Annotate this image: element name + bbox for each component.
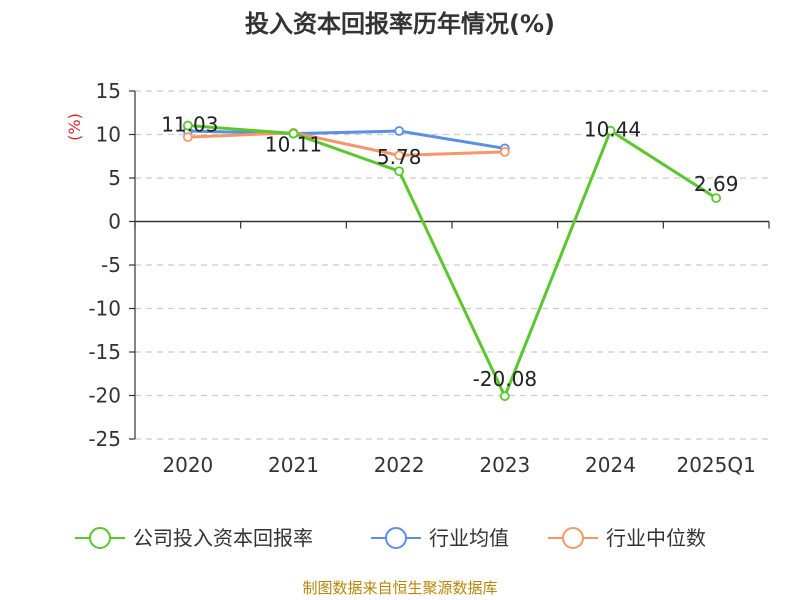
series-line [187,124,717,398]
data-labels: 11.03 10.11 5.78 -20.08 10.44 2.69 [161,113,738,392]
data-label: 10.44 [584,118,641,142]
legend-label: 行业均值 [429,526,509,550]
data-point [394,126,405,136]
axes [129,90,770,440]
series-line [187,131,505,157]
y-tick-label: -15 [88,340,121,364]
data-point [499,146,510,157]
data-label: 2.69 [694,172,739,196]
x-tick-label: 2021 [268,453,319,477]
y-tick-label: -25 [88,427,121,451]
legend-item-2: 行业中位数 [548,526,706,550]
legend-label: 公司投入资本回报率 [133,526,313,550]
data-point [394,166,405,177]
y-axis-label: (%) [65,113,84,141]
data-label: 5.78 [377,145,422,169]
data-point [182,132,193,143]
y-tick-label: 5 [108,166,121,190]
y-tick-labels: 15 10 5 0 -5 -10 -15 -20 -25 [88,79,121,451]
series-1 [182,126,510,154]
legend: 公司投入资本回报率 行业均值 行业中位数 [75,526,706,550]
series-0 [182,120,722,402]
legend-marker [562,527,584,549]
data-label: -20.08 [473,367,537,391]
y-tick-label: -5 [101,253,121,277]
legend-marker [89,527,111,549]
y-tick-label: 15 [96,79,121,103]
data-label: 11.03 [161,113,218,137]
x-tick-labels: 2020 2021 2022 2023 2024 2025Q1 [162,453,755,477]
series-lines [182,120,722,402]
chart-title: 投入资本回报率历年情况(%) [245,10,555,38]
data-point [499,391,510,402]
series-line [187,129,506,150]
data-point [605,125,616,136]
source-note: 制图数据来自恒生聚源数据库 [302,579,497,597]
legend-label: 行业中位数 [606,526,706,550]
x-tick-label: 2023 [479,453,530,477]
y-tick-label: -20 [88,384,121,408]
grid-lines [135,90,769,440]
data-point [182,120,193,131]
x-tick-label: 2022 [374,453,425,477]
legend-item-1: 行业均值 [371,526,509,550]
x-tick-label: 2024 [585,453,636,477]
x-tick-label: 2020 [162,453,213,477]
data-label: 10.11 [265,133,322,157]
y-tick-label: -10 [88,297,121,321]
legend-marker [385,527,407,549]
data-point [394,150,405,161]
y-tick-label: 0 [108,210,121,234]
data-point [711,193,722,203]
legend-item-0: 公司投入资本回报率 [75,526,313,550]
y-tick-label: 10 [96,123,121,147]
x-tick-label: 2025Q1 [676,453,755,477]
data-point [288,128,299,139]
